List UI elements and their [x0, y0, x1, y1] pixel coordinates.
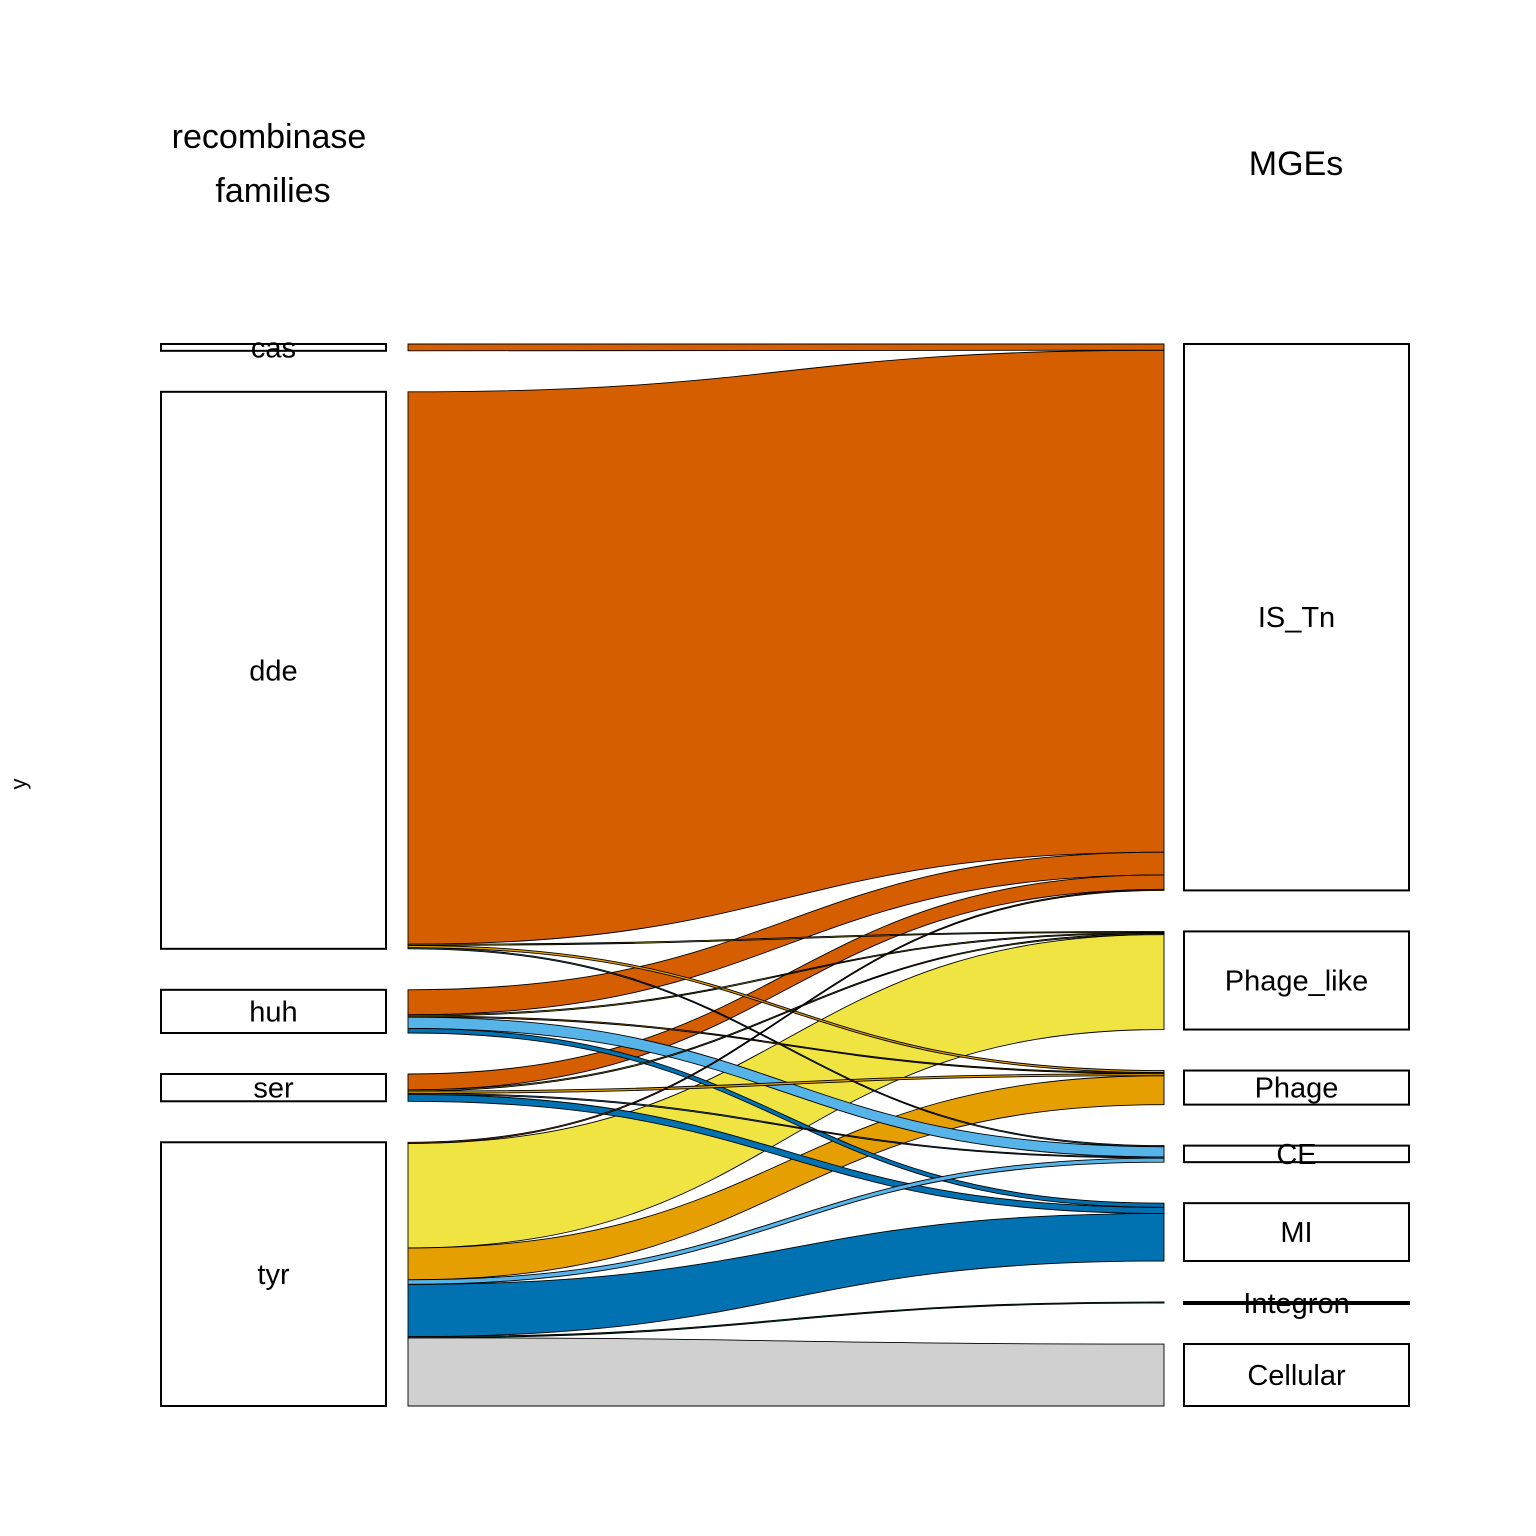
- flows: [407, 343, 1165, 1407]
- right-stratum-label: CE: [1276, 1139, 1316, 1171]
- y-axis-label: y: [6, 779, 31, 790]
- left-stratum-label: tyr: [257, 1259, 290, 1291]
- flow-cas-to-IS_Tn: [407, 343, 1165, 352]
- right-stratum-cellular: Cellular: [1183, 1343, 1410, 1407]
- flow-ser-to-CE: [407, 1092, 1165, 1159]
- left-stratum-huh: huh: [160, 988, 387, 1035]
- flow-dde-to-CE: [407, 947, 1165, 1148]
- right-stratum-label: Phage_like: [1225, 965, 1369, 997]
- left-stratum-box: [160, 988, 387, 1035]
- right-stratum-label: MI: [1280, 1217, 1312, 1249]
- right-stratum-mi: MI: [1183, 1202, 1410, 1262]
- right-stratum-box: [1183, 1343, 1410, 1407]
- right-stratum-phage_like: Phage_like: [1183, 930, 1410, 1031]
- flow-huh-to-MI: [407, 1028, 1165, 1208]
- left-axis-title-line-1: recombinase: [172, 118, 367, 156]
- right-stratum-phage: Phage: [1183, 1069, 1410, 1106]
- flow-ser-to-Phage_like: [407, 933, 1165, 1092]
- left-stratum-box: [160, 1073, 387, 1103]
- flow-tyr-to-Phage: [407, 1075, 1165, 1281]
- left-stratum-tyr: tyr: [160, 1141, 387, 1408]
- right-stratum-box: [1183, 1144, 1410, 1164]
- right-stratum-label: Cellular: [1247, 1360, 1346, 1392]
- flow-tyr-to-Integron: [407, 1301, 1165, 1339]
- strata: cas dde huh ser tyr IS_Tn Phage_like Phage CE MI I…: [160, 332, 1410, 1408]
- right-stratum-label: Integron: [1243, 1288, 1349, 1320]
- right-stratum-box: [1183, 343, 1410, 892]
- right-stratum-box: [1183, 1069, 1410, 1106]
- right-stratum-is_tn: IS_Tn: [1183, 343, 1410, 892]
- left-stratum-label: cas: [251, 332, 296, 364]
- right-stratum-integron: Integron: [1183, 1288, 1410, 1320]
- left-stratum-ser: ser: [160, 1073, 387, 1105]
- right-stratum-box: [1183, 1202, 1410, 1262]
- flow-huh-to-Phage: [407, 1015, 1165, 1075]
- right-axis-title: MGEs: [1249, 145, 1343, 183]
- left-stratum-label: huh: [249, 996, 297, 1028]
- left-axis-title-line-2: families: [215, 172, 330, 210]
- right-stratum-label: IS_Tn: [1258, 602, 1335, 634]
- flow-dde-to-IS_Tn: [407, 349, 1165, 945]
- flow-tyr-to-IS_Tn: [407, 888, 1165, 1144]
- left-stratum-dde: dde: [160, 390, 387, 950]
- left-stratum-box: [160, 343, 387, 352]
- left-stratum-box: [160, 1141, 387, 1408]
- left-stratum-label: dde: [249, 655, 297, 687]
- flow-tyr-to-CE: [407, 1157, 1165, 1285]
- left-stratum-cas: cas: [160, 332, 387, 364]
- right-stratum-label: Phage: [1255, 1073, 1339, 1105]
- flow-ser-to-MI: [407, 1094, 1165, 1214]
- flow-tyr-to-MI: [407, 1213, 1165, 1338]
- left-stratum-box: [160, 390, 387, 950]
- flow-tyr-to-Cellular: [407, 1337, 1165, 1407]
- right-stratum-box: [1183, 930, 1410, 1031]
- right-stratum-box: [1183, 1300, 1410, 1305]
- left-stratum-label: ser: [253, 1073, 294, 1105]
- right-stratum-ce: CE: [1183, 1139, 1410, 1171]
